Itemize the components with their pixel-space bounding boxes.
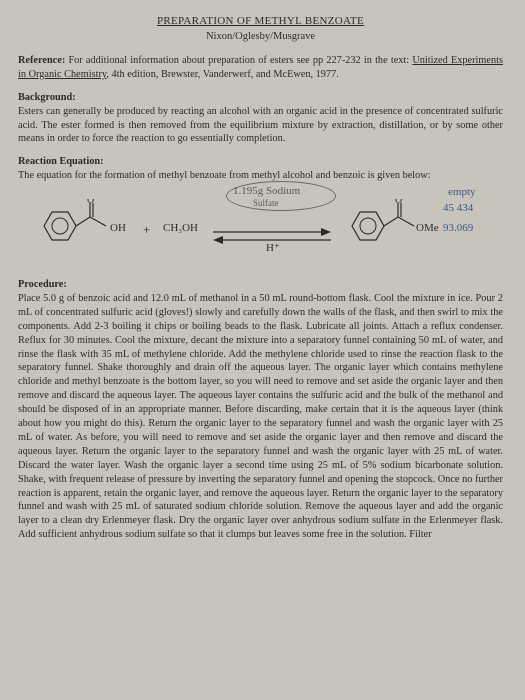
- hplus-label: H⁺: [266, 241, 280, 256]
- background-body: Esters can generally be produced by reac…: [18, 105, 503, 147]
- procedure-section: Procedure: Place 5.0 g of benzoic acid a…: [18, 278, 503, 542]
- equation-head: Reaction Equation:: [18, 155, 503, 169]
- hand-num2: 93.069: [443, 221, 473, 236]
- oh-label: OH: [110, 221, 126, 236]
- reference-section: Reference: For additional information ab…: [18, 54, 503, 82]
- background-section: Background: Esters can generally be prod…: [18, 91, 503, 147]
- procedure-body: Place 5.0 g of benzoic acid and 12.0 mL …: [18, 292, 503, 542]
- hand-empty: empty: [448, 185, 476, 200]
- ch3oh-label: CH₃OH: [163, 221, 198, 236]
- plus-label: +: [143, 221, 150, 239]
- procedure-head: Procedure:: [18, 278, 503, 292]
- reference-post: , 4th edition, Brewster, Vanderwerf, and…: [106, 69, 338, 80]
- title-block: PREPARATION OF METHYL BENZOATE Nixon/Ogl…: [18, 14, 503, 44]
- svg-text:O: O: [87, 199, 94, 206]
- hand-top2: Sulfate: [253, 197, 279, 209]
- main-title: PREPARATION OF METHYL BENZOATE: [18, 14, 503, 29]
- equation-area: 1.195g Sodium Sulfate empty 45 434 93.06…: [18, 189, 503, 274]
- equation-section: Reaction Equation: The equation for the …: [18, 155, 503, 274]
- background-head: Background:: [18, 91, 503, 105]
- reference-head: Reference:: [18, 55, 65, 66]
- svg-text:O: O: [395, 199, 402, 206]
- authors: Nixon/Oglesby/Musgrave: [18, 30, 503, 44]
- hand-num1: 45 434: [443, 201, 473, 216]
- ome-label: OMe: [416, 221, 439, 236]
- reference-pre: For additional information about prepara…: [65, 55, 412, 66]
- benzoic-acid-structure: O: [28, 199, 123, 254]
